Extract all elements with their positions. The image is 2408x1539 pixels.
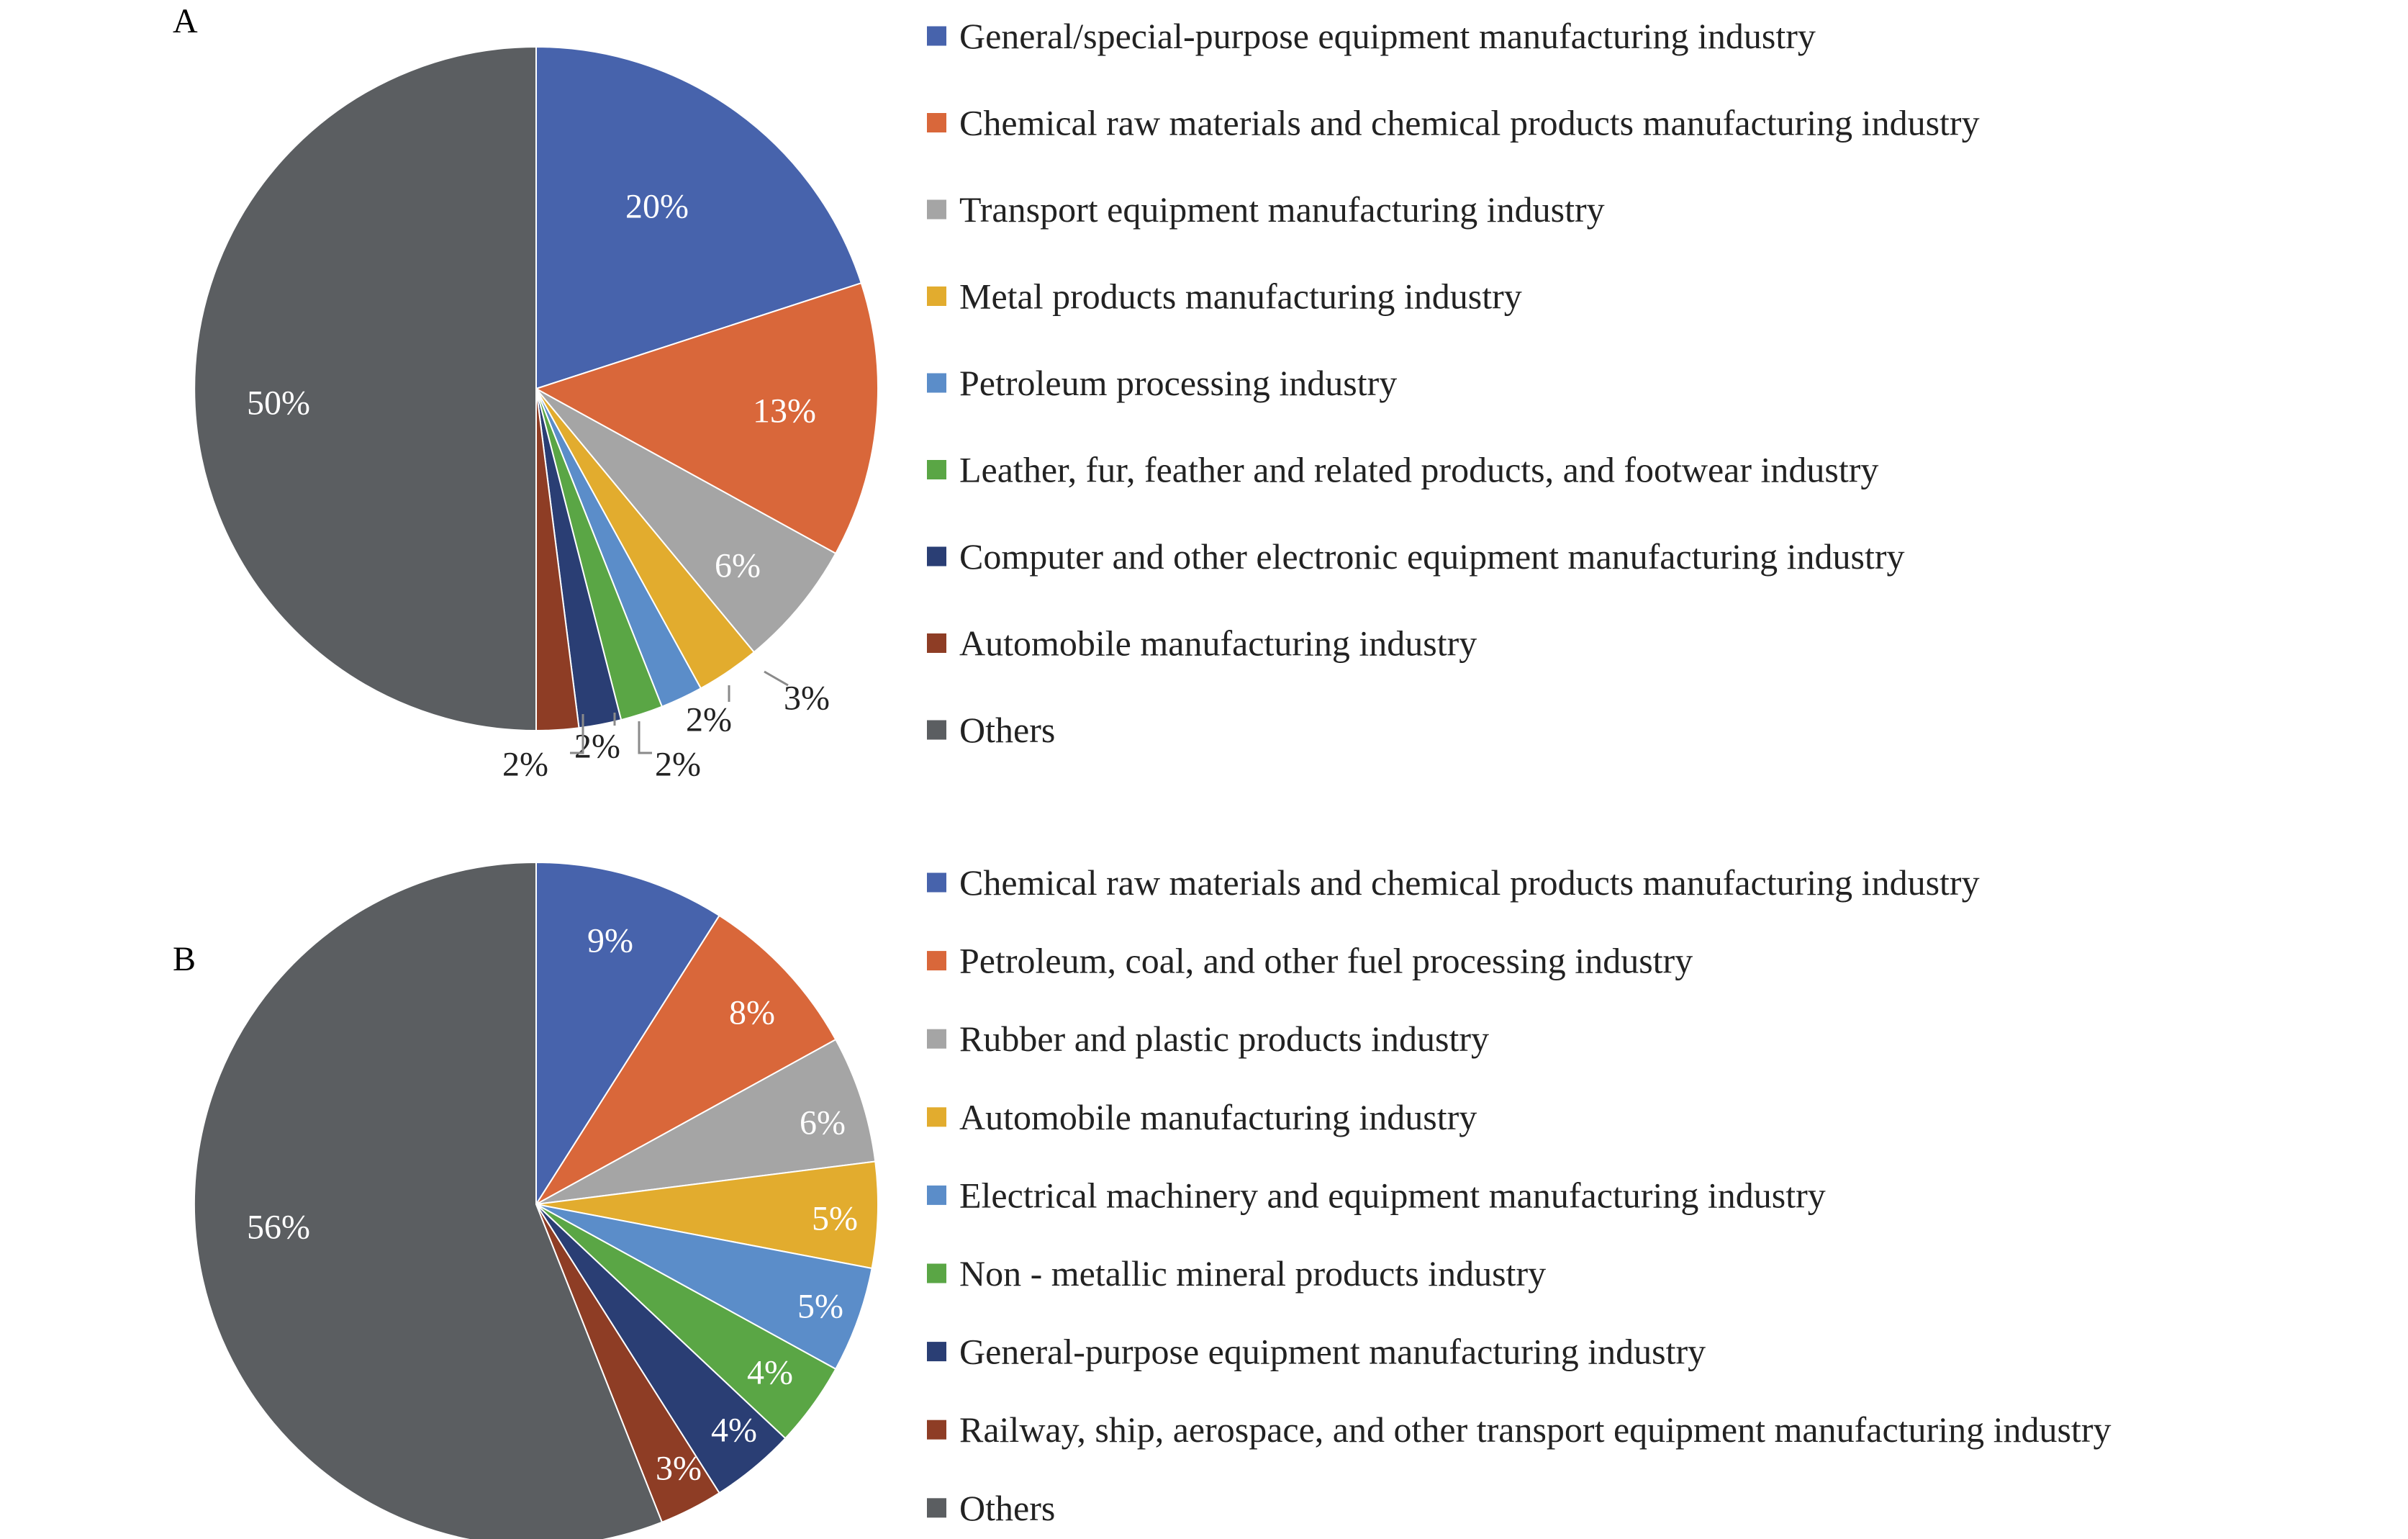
legend-entry: Others (959, 710, 1055, 750)
legend-swatch (927, 1185, 946, 1205)
data-label: 13% (753, 392, 816, 430)
legend-swatch (927, 26, 946, 46)
legend-swatch (927, 872, 946, 893)
legend-entry: Leather, fur, feather and related produc… (959, 450, 1878, 490)
panel-a-label: A (173, 2, 198, 40)
pie-a (194, 45, 879, 732)
legend-swatch (927, 1263, 946, 1283)
data-label: 8% (729, 994, 775, 1032)
pie-slice (535, 1204, 873, 1371)
legend-swatch (927, 199, 946, 220)
data-label: 4% (711, 1412, 757, 1450)
legend-entry: Rubber and plastic products industry (959, 1019, 1489, 1059)
pie-a-labels: 20% 13% 6% 3% 2% 2% 2% 2% 50% (247, 188, 830, 784)
pie-slice (535, 388, 837, 654)
data-label: 20% (625, 188, 689, 226)
data-label: 2% (574, 728, 620, 766)
legend-entry: Railway, ship, aerospace, and other tran… (959, 1409, 2111, 1450)
legend-entry: General-purpose equipment manufacturing … (959, 1332, 1706, 1372)
pie-slice (194, 861, 664, 1539)
leader-line (570, 714, 584, 754)
legend-swatch (927, 113, 946, 132)
legend-a: General/special-purpose equipment manufa… (927, 16, 1980, 750)
legend-swatch (927, 633, 946, 653)
legend-entry: Automobile manufacturing industry (959, 1097, 1477, 1137)
legend-swatch (927, 286, 946, 306)
legend-swatch (927, 720, 946, 740)
legend-swatch (927, 1029, 946, 1049)
pie-slice (535, 914, 837, 1205)
legend-entry: Automobile manufacturing industry (959, 623, 1477, 664)
panel-b: B 9%8%6%5%5%4%4%3%56% Chemical raw mater… (173, 861, 2111, 1539)
legend-entry: Chemical raw materials and chemical prod… (959, 103, 1980, 143)
data-label: 3% (656, 1450, 702, 1488)
data-label: 2% (655, 746, 701, 784)
data-label: 6% (715, 547, 761, 585)
data-label: 2% (502, 746, 548, 784)
data-label: 5% (797, 1288, 843, 1326)
legend-entry: Petroleum processing industry (959, 363, 1397, 403)
legend-entry: Transport equipment manufacturing indust… (959, 189, 1605, 230)
legend-entry: Others (959, 1488, 1055, 1528)
pie-b (194, 861, 879, 1539)
legend-swatch (927, 460, 946, 479)
data-label: 5% (812, 1200, 858, 1238)
leader-line (764, 670, 789, 687)
data-label: 4% (747, 1354, 793, 1392)
pie-b-labels: 9%8%6%5%5%4%4%3%56% (247, 922, 858, 1488)
pie-slice (535, 1038, 877, 1205)
legend-entry: General/special-purpose equipment manufa… (959, 16, 1816, 56)
data-label: 9% (587, 922, 633, 960)
panel-b-label: B (173, 940, 196, 978)
legend-swatch (927, 1342, 946, 1362)
leader-line (638, 721, 652, 754)
pie-slice (535, 45, 863, 390)
legend-swatch (927, 546, 946, 567)
legend-entry: Non - metallic mineral products industry (959, 1253, 1546, 1294)
legend-entry: Metal products manufacturing industry (959, 276, 1522, 317)
data-label: 50% (247, 384, 310, 423)
legend-entry: Petroleum, coal, and other fuel processi… (959, 941, 1693, 981)
legend-swatch (927, 373, 946, 393)
legend-swatch (927, 951, 946, 971)
legend-swatch (927, 1107, 946, 1127)
data-label: 6% (800, 1104, 846, 1142)
legend-entry: Chemical raw materials and chemical prod… (959, 862, 1980, 903)
panel-a: A 20% 13% 6% 3% 2% 2% 2% 2% 50% General/special-… (173, 2, 1980, 784)
data-label: 56% (247, 1209, 310, 1247)
data-label: 2% (686, 701, 732, 739)
legend-entry: Computer and other electronic equipment … (959, 536, 1905, 577)
legend-swatch (927, 1498, 946, 1518)
pie-slice (535, 861, 720, 1207)
pie-slice (535, 1160, 879, 1270)
pie-slice (194, 45, 537, 732)
pie-slice (534, 281, 879, 555)
legend-entry: Electrical machinery and equipment manuf… (959, 1175, 1826, 1215)
data-label: 3% (784, 680, 830, 718)
legend-b: Chemical raw materials and chemical prod… (927, 862, 2111, 1528)
legend-swatch (927, 1420, 946, 1440)
